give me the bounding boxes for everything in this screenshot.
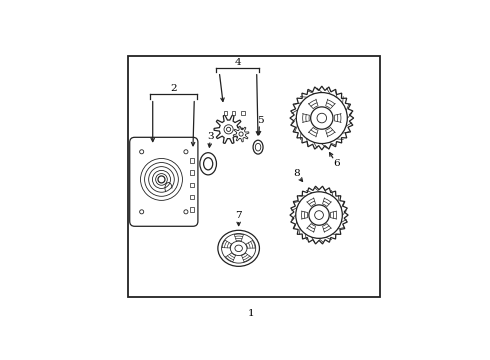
Text: 3: 3 [207, 131, 214, 140]
FancyBboxPatch shape [190, 158, 194, 162]
Bar [128, 56, 380, 297]
Text: 8: 8 [294, 169, 300, 178]
Ellipse shape [317, 113, 327, 123]
Ellipse shape [200, 153, 217, 175]
Text: 1: 1 [248, 309, 254, 318]
FancyBboxPatch shape [190, 207, 194, 212]
Text: 2: 2 [170, 85, 177, 94]
Text: 6: 6 [333, 159, 340, 168]
FancyBboxPatch shape [224, 111, 227, 115]
Ellipse shape [253, 140, 263, 154]
FancyBboxPatch shape [190, 195, 194, 199]
Ellipse shape [311, 107, 333, 129]
FancyBboxPatch shape [242, 111, 245, 115]
FancyBboxPatch shape [190, 170, 194, 175]
Polygon shape [290, 86, 354, 150]
Ellipse shape [221, 234, 256, 263]
Ellipse shape [315, 211, 323, 220]
Ellipse shape [309, 205, 329, 225]
Circle shape [226, 127, 231, 131]
Text: 5: 5 [258, 116, 264, 125]
Polygon shape [290, 186, 348, 244]
Ellipse shape [255, 143, 261, 151]
Ellipse shape [218, 230, 259, 266]
Ellipse shape [235, 245, 243, 252]
Polygon shape [214, 115, 243, 143]
Ellipse shape [296, 93, 347, 144]
FancyBboxPatch shape [190, 183, 194, 187]
Ellipse shape [230, 241, 247, 256]
Circle shape [158, 176, 165, 183]
Circle shape [224, 125, 233, 134]
Circle shape [239, 132, 243, 136]
FancyBboxPatch shape [130, 137, 198, 226]
Ellipse shape [203, 158, 213, 170]
Text: 7: 7 [235, 211, 242, 220]
Polygon shape [233, 126, 249, 142]
FancyBboxPatch shape [232, 111, 236, 115]
Ellipse shape [210, 108, 253, 153]
Ellipse shape [296, 192, 343, 238]
Text: 4: 4 [235, 58, 241, 67]
